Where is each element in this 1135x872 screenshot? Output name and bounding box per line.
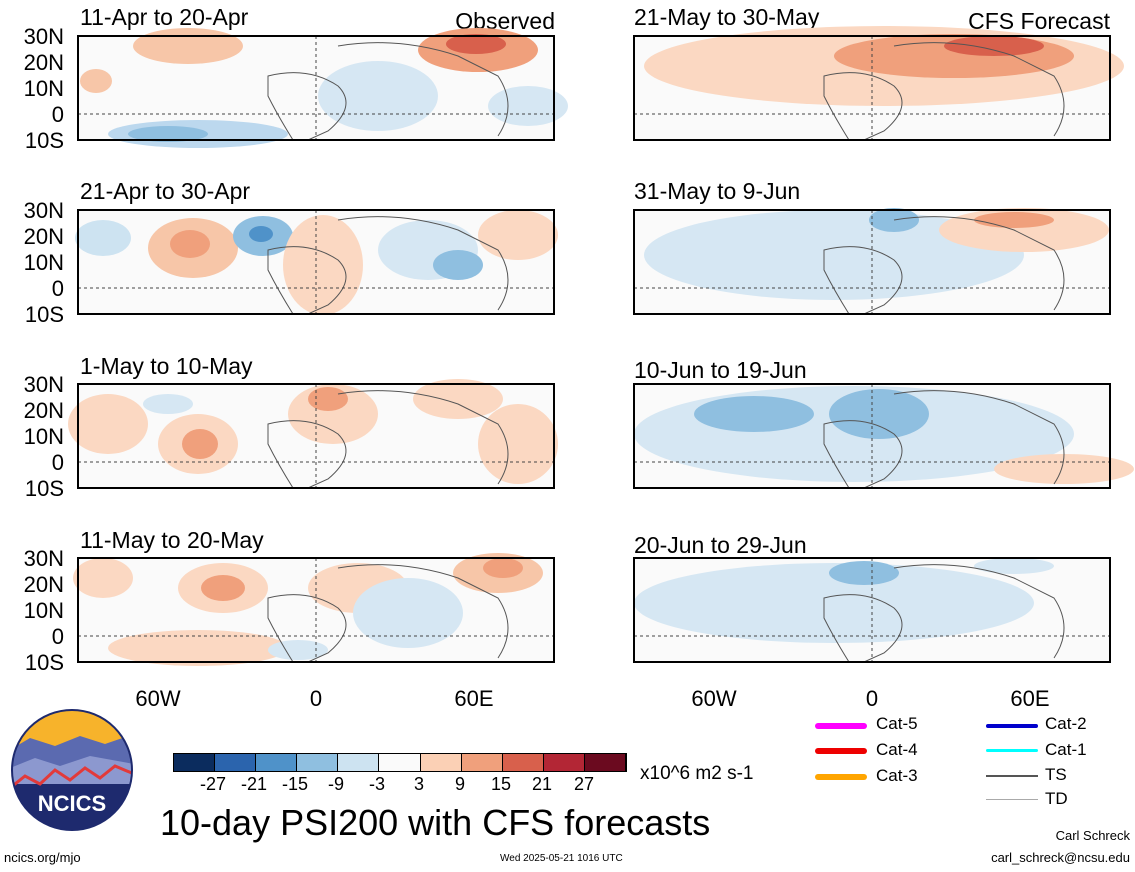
legend-label: Cat-3 bbox=[876, 766, 918, 785]
logo-text: NCICS bbox=[38, 791, 106, 816]
legend-label: TS bbox=[1045, 765, 1067, 784]
lat-label: 10S bbox=[24, 650, 64, 675]
colorbar-swatch bbox=[338, 754, 380, 771]
panel-title: 11-Apr to 20-Apr bbox=[80, 4, 249, 30]
colorbar-label: 27 bbox=[573, 774, 595, 794]
colorbar-swatch bbox=[420, 754, 462, 771]
legend-swatch-ts bbox=[986, 775, 1038, 777]
colorbar-swatch bbox=[256, 754, 298, 771]
lat-label: 30N bbox=[23, 546, 64, 571]
lon-label: 0 bbox=[865, 686, 879, 711]
map-panel-forecast-4 bbox=[633, 557, 1111, 663]
colorbar-units: x10^6 m2 s-1 bbox=[640, 763, 754, 784]
map-panel-observed-1 bbox=[77, 28, 568, 148]
legend-label: Cat-2 bbox=[1045, 714, 1087, 733]
lon-label: 60W bbox=[135, 686, 181, 711]
map-panel-observed-2 bbox=[75, 209, 558, 315]
panel-title: 20-Jun to 29-Jun bbox=[634, 532, 807, 558]
lat-label: 10S bbox=[24, 476, 64, 501]
legend-swatch-td bbox=[986, 799, 1038, 800]
lat-label: 10N bbox=[23, 76, 64, 101]
colorbar-label: 21 bbox=[531, 774, 553, 794]
map-panel-observed-4 bbox=[73, 553, 555, 666]
lat-label: 10N bbox=[23, 598, 64, 623]
lon-label: 60E bbox=[454, 686, 494, 711]
lon-label: 60E bbox=[1010, 686, 1050, 711]
footer-url: ncics.org/mjo bbox=[4, 850, 81, 865]
legend-swatch-cat4 bbox=[815, 748, 867, 754]
colorbar-swatch bbox=[297, 754, 339, 771]
panel-title: 10-Jun to 19-Jun bbox=[634, 357, 807, 383]
lon-label: 0 bbox=[309, 686, 323, 711]
colorbar-swatch bbox=[543, 754, 585, 771]
forecast-label: CFS Forecast bbox=[968, 8, 1110, 34]
footer-email: carl_schreck@ncsu.edu bbox=[991, 850, 1130, 865]
colorbar-label: 3 bbox=[413, 774, 424, 794]
colorbar-swatch bbox=[584, 754, 627, 771]
panel-title: 21-May to 30-May bbox=[634, 4, 820, 30]
lat-label: 10N bbox=[23, 424, 64, 449]
legend-label: Cat-4 bbox=[876, 740, 918, 759]
legend-label: TD bbox=[1045, 789, 1068, 808]
map-panel-forecast-1 bbox=[633, 26, 1124, 141]
map-panel-forecast-3 bbox=[633, 383, 1134, 489]
colorbar-label: -15 bbox=[281, 774, 308, 794]
colorbar-swatch bbox=[174, 754, 216, 771]
colorbar-swatch bbox=[215, 754, 257, 771]
lat-label: 20N bbox=[23, 224, 64, 249]
map-panel-forecast-2 bbox=[633, 208, 1111, 315]
panel-title: 31-May to 9-Jun bbox=[634, 178, 801, 204]
lat-label: 0 bbox=[51, 276, 64, 301]
colorbar bbox=[173, 753, 627, 772]
lat-label: 10N bbox=[23, 250, 64, 275]
legend-swatch-cat2 bbox=[986, 724, 1038, 728]
legend-label: Cat-5 bbox=[876, 714, 918, 733]
colorbar-label: 9 bbox=[454, 774, 465, 794]
panel-title: 11-May to 20-May bbox=[80, 527, 264, 553]
lat-label: 30N bbox=[23, 198, 64, 223]
legend-swatch-cat5 bbox=[815, 723, 867, 729]
colorbar-label: -27 bbox=[199, 774, 226, 794]
panel-title: 1-May to 10-May bbox=[80, 353, 253, 379]
legend-swatch-cat1 bbox=[986, 749, 1038, 752]
ncics-logo: NCICS bbox=[11, 709, 133, 831]
lat-label: 30N bbox=[23, 372, 64, 397]
lat-label: 0 bbox=[51, 450, 64, 475]
legend-swatch-cat3 bbox=[815, 774, 867, 780]
lat-label: 10S bbox=[24, 302, 64, 327]
main-title: 10-day PSI200 with CFS forecasts bbox=[160, 802, 711, 843]
map-panel-observed-3 bbox=[68, 379, 558, 489]
colorbar-swatch bbox=[502, 754, 544, 771]
lat-label: 20N bbox=[23, 572, 64, 597]
panel-title: 21-Apr to 30-Apr bbox=[80, 178, 251, 204]
lat-label: 20N bbox=[23, 398, 64, 423]
lat-label: 20N bbox=[23, 50, 64, 75]
lat-label: 0 bbox=[51, 102, 64, 127]
legend-label: Cat-1 bbox=[1045, 740, 1087, 759]
colorbar-swatch bbox=[379, 754, 421, 771]
lon-label: 60W bbox=[691, 686, 737, 711]
colorbar-label: -3 bbox=[368, 774, 385, 794]
footer-author: Carl Schreck bbox=[1055, 828, 1130, 843]
lat-label: 0 bbox=[51, 624, 64, 649]
colorbar-label: -21 bbox=[240, 774, 267, 794]
lat-label: 30N bbox=[23, 24, 64, 49]
colorbar-swatch bbox=[461, 754, 503, 771]
lat-label: 10S bbox=[24, 128, 64, 153]
colorbar-label: -9 bbox=[327, 774, 344, 794]
footer-timestamp: Wed 2025-05-21 1016 UTC bbox=[500, 853, 623, 864]
colorbar-label: 15 bbox=[490, 774, 512, 794]
